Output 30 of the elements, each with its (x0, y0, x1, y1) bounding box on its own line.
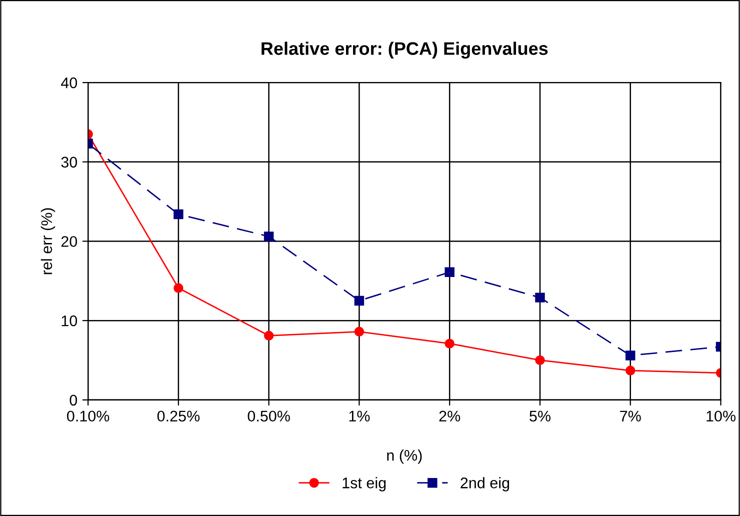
point (354, 326, 364, 337)
y-tick-label: 30 (61, 156, 78, 168)
point (354, 296, 364, 306)
x-axis-title: n (%) (387, 450, 422, 464)
legend-label: 2nd eig (460, 477, 510, 492)
point (535, 355, 545, 366)
y-tick-label: 10 (62, 315, 78, 326)
y-axis-title: rel err (%) (40, 208, 56, 274)
x-tick-label: 5% (530, 410, 550, 422)
point (264, 330, 274, 340)
x-tick-label: 7% (620, 410, 641, 422)
legend-label: 1st eig (342, 477, 386, 492)
x-tick-label: 10% (706, 410, 736, 422)
x-tick-label: 0.50% (248, 410, 290, 422)
y-tick-label: 0 (70, 394, 78, 406)
point (444, 267, 454, 278)
point (535, 292, 545, 302)
chart-title: Relative error: (PCA) Eigenvalues (262, 42, 548, 59)
point (174, 209, 184, 220)
point (264, 232, 274, 242)
y-tick-label: 20 (61, 236, 78, 247)
x-tick-label: 1% (349, 410, 370, 422)
x-tick-label: 2% (439, 410, 460, 422)
point (444, 338, 454, 348)
point (626, 350, 636, 360)
point (626, 366, 636, 376)
x-tick-label: 0.25% (157, 410, 200, 422)
point (174, 283, 184, 293)
x-tick-label: 0.10% (67, 410, 110, 422)
y-tick-label: 40 (61, 77, 78, 88)
